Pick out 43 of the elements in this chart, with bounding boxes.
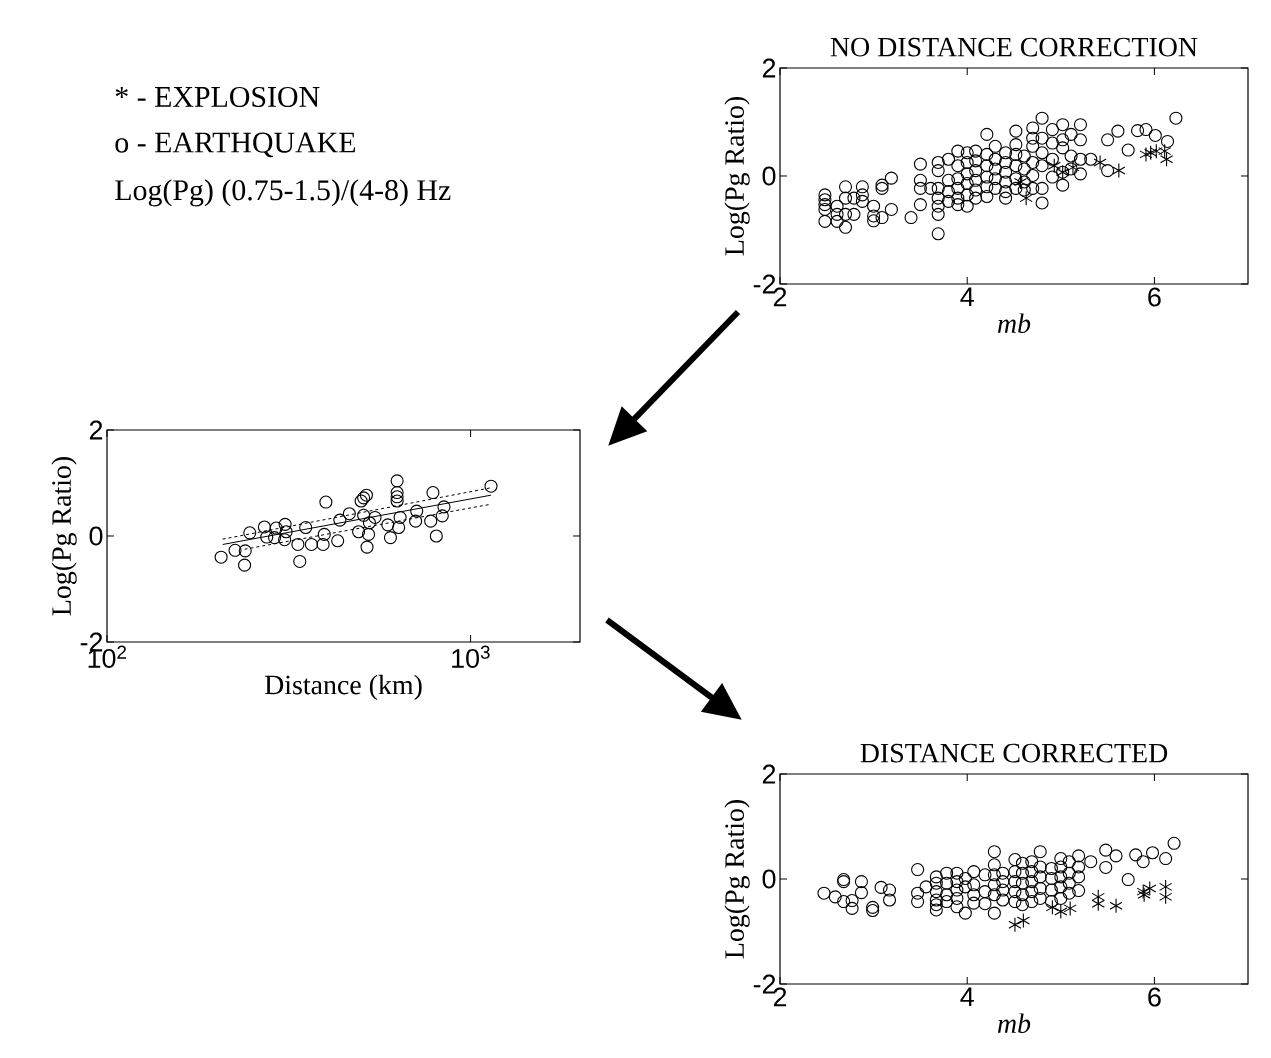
- point: [1016, 912, 1030, 929]
- point: [1066, 159, 1080, 175]
- point: [1008, 917, 1022, 933]
- point: [1047, 158, 1061, 174]
- y-tick-label: 0: [89, 526, 103, 546]
- y-axis-title: Log(Pg Ratio): [724, 800, 750, 959]
- point: [1063, 900, 1077, 916]
- point: [1109, 898, 1123, 914]
- text: * - EXPLOSION: [115, 86, 320, 107]
- x-axis-title: Distance (km): [264, 674, 422, 701]
- text: Log(Pg) (0.75-1.5)/(4-8) Hz: [115, 179, 451, 207]
- x-tick-label: 4: [960, 287, 974, 307]
- y-tick-label: 2: [89, 420, 103, 440]
- y-tick-label: 0: [762, 166, 776, 186]
- point: [1091, 896, 1105, 912]
- chart-title: NO DISTANCE CORRECTION: [830, 37, 1198, 57]
- point: [1054, 904, 1068, 920]
- point: [1159, 151, 1174, 167]
- x-axis-title: mb: [997, 313, 1031, 334]
- x-tick-label: 4: [960, 987, 974, 1007]
- y-tick-label: 0: [762, 869, 776, 889]
- point: [1149, 143, 1163, 159]
- y-tick-label: -2: [753, 274, 776, 294]
- point: [1112, 163, 1126, 179]
- point: [1045, 899, 1059, 915]
- x-tick-label: 10$^{3}$: [452, 645, 490, 668]
- y-axis-title: Log(Pg Ratio): [51, 457, 77, 616]
- point: [1143, 880, 1157, 896]
- x-axis-title: mb: [997, 1013, 1031, 1034]
- y-tick-label: 2: [762, 764, 776, 784]
- point: [1139, 146, 1153, 162]
- y-tick-label: -2: [753, 974, 776, 994]
- y-axis-title: Log(Pg Ratio): [724, 97, 750, 256]
- point: [1056, 164, 1070, 180]
- y-tick-label: 2: [762, 58, 776, 78]
- point: [1158, 143, 1172, 159]
- point: [1144, 145, 1158, 161]
- text: o - EARTHQUAKE: [115, 132, 356, 158]
- chart-title: DISTANCE CORRECTED: [860, 743, 1168, 763]
- x-tick-label: 6: [1148, 287, 1161, 307]
- point: [1019, 190, 1033, 206]
- x-tick-label: 6: [1148, 987, 1161, 1007]
- point: [1159, 889, 1173, 905]
